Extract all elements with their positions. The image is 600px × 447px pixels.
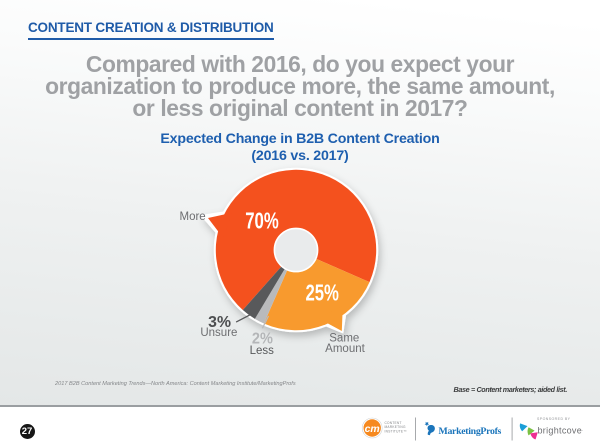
svg-text:cm: cm: [365, 423, 380, 435]
svg-text:MarketingProfs: MarketingProfs: [439, 426, 502, 437]
svg-text:Unsure: Unsure: [200, 327, 237, 339]
svg-text:Same: Same: [329, 333, 359, 345]
svg-text:2%: 2%: [252, 330, 273, 347]
svg-text:SPONSORED BY: SPONSORED BY: [537, 417, 571, 421]
svg-text:Less: Less: [250, 345, 275, 357]
svg-text:3%: 3%: [208, 314, 231, 331]
svg-text:INSTITUTE™: INSTITUTE™: [385, 429, 407, 433]
svg-text:MARKETING: MARKETING: [385, 425, 406, 429]
svg-text:Amount: Amount: [325, 343, 365, 355]
svg-text:brightcove·: brightcove·: [538, 425, 584, 435]
svg-text:More: More: [179, 211, 205, 223]
svg-text:70%: 70%: [245, 208, 279, 234]
svg-text:CONTENT: CONTENT: [385, 421, 402, 425]
svg-text:25%: 25%: [305, 280, 339, 306]
